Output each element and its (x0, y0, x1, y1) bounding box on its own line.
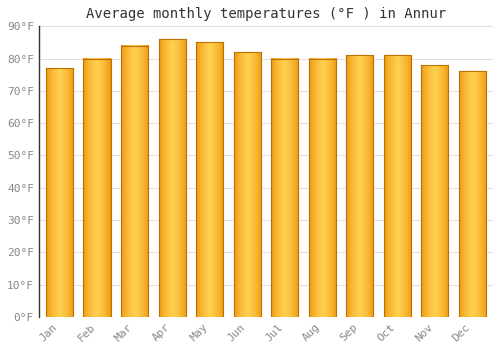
Title: Average monthly temperatures (°F ) in Annur: Average monthly temperatures (°F ) in An… (86, 7, 446, 21)
